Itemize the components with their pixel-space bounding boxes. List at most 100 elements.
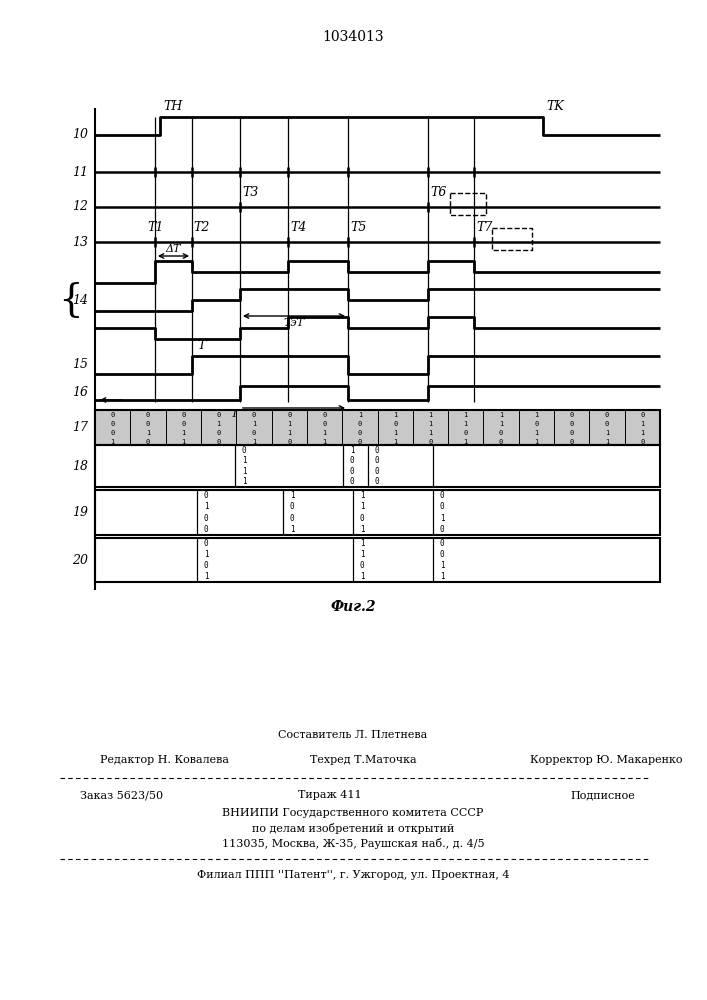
Text: 0: 0 <box>360 514 364 523</box>
Text: 1: 1 <box>534 430 539 436</box>
Text: Филиал ППП ''Патент'', г. Ужгород, ул. Проектная, 4: Филиал ППП ''Патент'', г. Ужгород, ул. П… <box>197 870 509 880</box>
Text: 0: 0 <box>216 439 221 445</box>
Text: T: T <box>230 409 238 419</box>
Text: 0: 0 <box>322 421 327 427</box>
Text: 0: 0 <box>440 502 444 511</box>
Text: 0: 0 <box>440 525 444 534</box>
Text: 0: 0 <box>290 514 294 523</box>
Text: 0: 0 <box>287 439 291 445</box>
Text: 0: 0 <box>570 412 574 418</box>
Text: 1: 1 <box>499 421 503 427</box>
Text: 0: 0 <box>350 477 354 486</box>
Text: 1: 1 <box>181 439 185 445</box>
Text: TK: TK <box>546 100 563 113</box>
Text: 0: 0 <box>110 421 115 427</box>
Text: 0: 0 <box>204 561 209 570</box>
Text: 1: 1 <box>181 430 185 436</box>
Text: 1: 1 <box>464 439 468 445</box>
Text: 1: 1 <box>350 446 354 455</box>
Text: 1: 1 <box>440 561 444 570</box>
Text: {: { <box>58 282 83 318</box>
Bar <box>95 490 660 535</box>
Text: 0: 0 <box>350 456 354 465</box>
Text: 0: 0 <box>440 491 444 500</box>
Text: 1: 1 <box>393 412 397 418</box>
Text: 1: 1 <box>242 467 246 476</box>
Text: 0: 0 <box>375 477 380 486</box>
Text: 15: 15 <box>72 359 88 371</box>
Text: 1: 1 <box>428 430 433 436</box>
Text: 0: 0 <box>358 421 362 427</box>
Text: 1034013: 1034013 <box>322 30 384 44</box>
Text: 1: 1 <box>393 430 397 436</box>
Text: 1: 1 <box>287 421 291 427</box>
Text: 0: 0 <box>605 412 609 418</box>
Text: 1: 1 <box>204 502 209 511</box>
Text: 1: 1 <box>322 430 327 436</box>
Text: Составитель Л. Плетнева: Составитель Л. Плетнева <box>279 730 428 740</box>
Text: 0: 0 <box>146 412 150 418</box>
Text: 12: 12 <box>72 200 88 214</box>
Text: 10: 10 <box>72 128 88 141</box>
Text: Заказ 5623/50: Заказ 5623/50 <box>80 790 163 800</box>
Text: 0: 0 <box>204 514 209 523</box>
Text: 1: 1 <box>605 439 609 445</box>
Text: 1: 1 <box>360 502 364 511</box>
Text: T3: T3 <box>242 186 258 199</box>
Bar <box>95 445 660 487</box>
Text: Корректор Ю. Макаренко: Корректор Ю. Макаренко <box>530 755 682 765</box>
Text: 0: 0 <box>204 525 209 534</box>
Text: 1: 1 <box>641 430 645 436</box>
Text: 0: 0 <box>287 412 291 418</box>
Text: 11: 11 <box>72 165 88 178</box>
Text: 0: 0 <box>146 421 150 427</box>
Text: ВНИИПИ Государственного комитета СССР: ВНИИПИ Государственного комитета СССР <box>222 808 484 818</box>
Text: 1: 1 <box>440 514 444 523</box>
Text: 1: 1 <box>360 491 364 500</box>
Text: T2: T2 <box>193 221 209 234</box>
Text: Фиг.2: Фиг.2 <box>330 600 375 614</box>
Text: 16: 16 <box>72 386 88 399</box>
Text: 19: 19 <box>72 506 88 519</box>
Text: 0: 0 <box>358 430 362 436</box>
Text: 1: 1 <box>110 439 115 445</box>
Text: 0: 0 <box>499 439 503 445</box>
Text: 0: 0 <box>393 421 397 427</box>
Text: 1: 1 <box>216 421 221 427</box>
Text: 1: 1 <box>534 412 539 418</box>
Text: 0: 0 <box>358 439 362 445</box>
Text: 1: 1 <box>360 539 364 548</box>
Text: 113035, Москва, Ж-35, Раушская наб., д. 4/5: 113035, Москва, Ж-35, Раушская наб., д. … <box>222 838 484 849</box>
Text: 1: 1 <box>204 550 209 559</box>
Text: 1: 1 <box>290 491 294 500</box>
Text: 0: 0 <box>252 430 256 436</box>
Text: 1: 1 <box>428 421 433 427</box>
Text: 0: 0 <box>110 430 115 436</box>
Text: 0: 0 <box>440 550 444 559</box>
Text: 0: 0 <box>204 491 209 500</box>
Text: 0: 0 <box>375 456 380 465</box>
Text: 0: 0 <box>181 412 185 418</box>
Text: 1: 1 <box>440 572 444 581</box>
Text: 1: 1 <box>360 572 364 581</box>
Text: T4: T4 <box>290 221 306 234</box>
Text: 0: 0 <box>375 467 380 476</box>
Text: T1: T1 <box>147 221 163 234</box>
Text: 1: 1 <box>204 572 209 581</box>
Text: 1: 1 <box>242 456 246 465</box>
Text: 0: 0 <box>360 561 364 570</box>
Text: 1: 1 <box>534 439 539 445</box>
Text: 0: 0 <box>570 421 574 427</box>
Text: T: T <box>197 339 205 352</box>
Text: 0: 0 <box>110 412 115 418</box>
Text: 1: 1 <box>464 421 468 427</box>
Text: ΔT: ΔT <box>166 244 181 254</box>
Text: 0: 0 <box>181 421 185 427</box>
Text: 0: 0 <box>534 421 539 427</box>
Text: 0: 0 <box>290 502 294 511</box>
Text: 0: 0 <box>605 421 609 427</box>
Text: T5: T5 <box>350 221 366 234</box>
Text: TэT: TэT <box>284 318 305 328</box>
Text: 0: 0 <box>252 412 256 418</box>
Text: Тираж 411: Тираж 411 <box>298 790 362 800</box>
